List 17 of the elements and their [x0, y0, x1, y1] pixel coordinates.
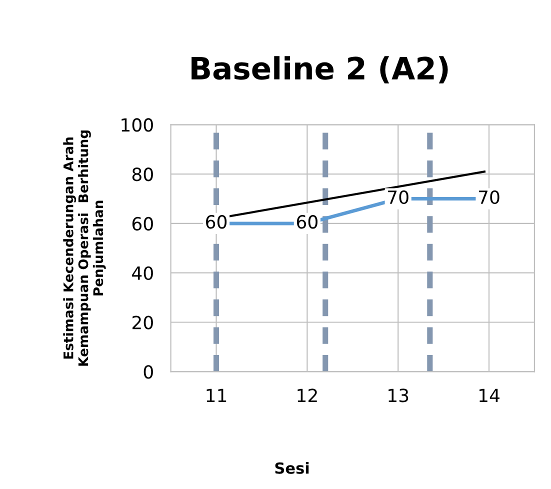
data-label: 70: [388, 190, 408, 204]
x-axis-title: Sesi: [275, 462, 309, 474]
y-axis-title: Estimasi Kecenderungan Arah Kemampuan Operasi Berhitung Penjumlahan: [63, 130, 106, 366]
x-tick-label: 13: [388, 388, 408, 402]
chart-title: Baseline 2 (A2): [192, 56, 448, 84]
x-tick-label: 11: [206, 388, 226, 402]
y-tick-label: 40: [132, 266, 153, 280]
y-tick-label: 80: [132, 168, 153, 182]
data-label: 60: [296, 215, 318, 229]
data-label: 70: [479, 190, 500, 204]
y-tick-label: 60: [132, 216, 153, 231]
y-tick-label: 100: [122, 118, 153, 132]
y-tick-label: 0: [144, 365, 153, 379]
x-tick-label: 14: [480, 388, 500, 402]
data-label: 60: [206, 215, 227, 229]
x-tick-label: 12: [298, 388, 317, 402]
y-tick-label: 20: [132, 316, 153, 330]
